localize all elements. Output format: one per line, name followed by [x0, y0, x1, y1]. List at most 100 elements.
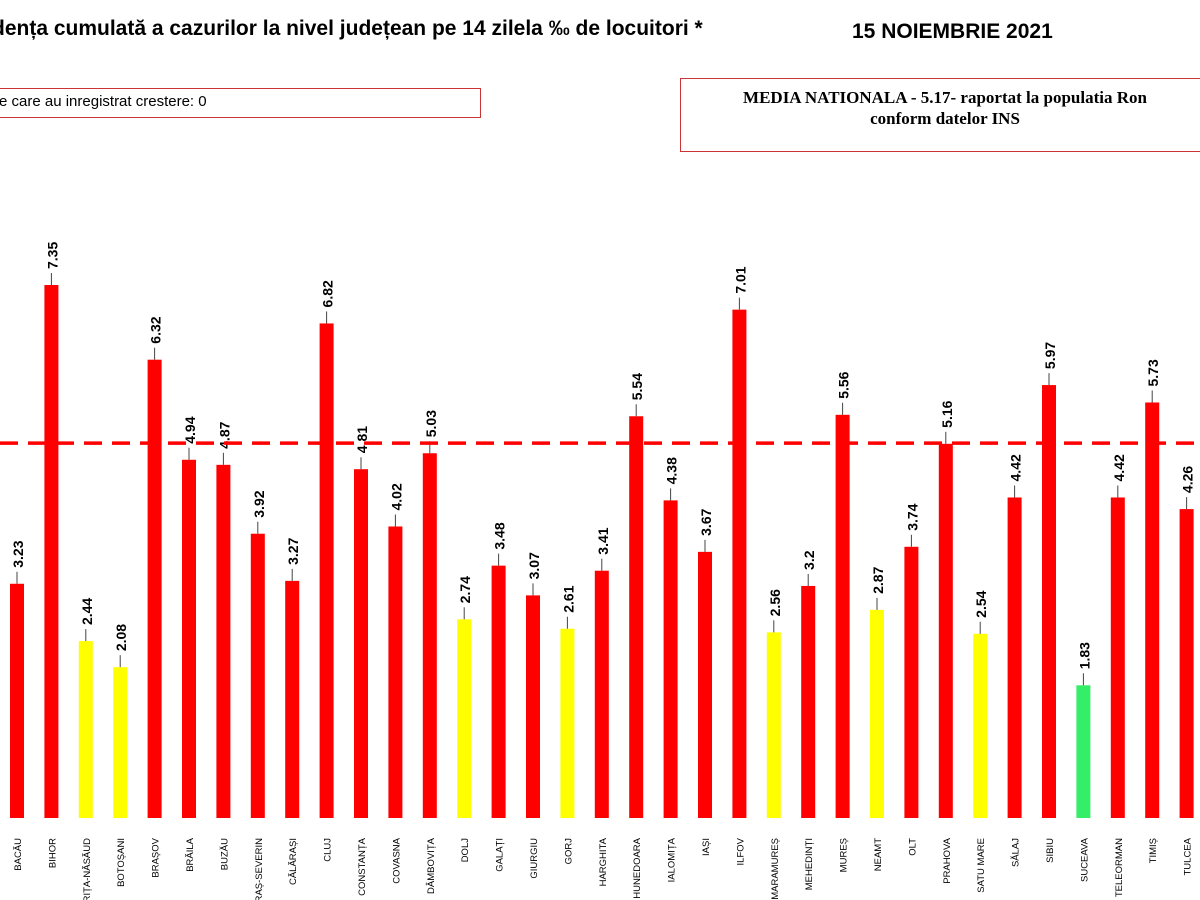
national-average-box: MEDIA NATIONALA - 5.17- raportat la popu…	[680, 78, 1200, 152]
bar	[938, 443, 953, 818]
value-label: 3.23	[10, 540, 26, 567]
bar	[44, 285, 59, 818]
bar	[1179, 509, 1194, 818]
category-label: GALAȚI	[495, 838, 506, 872]
bar	[319, 323, 334, 818]
value-label: 3.27	[285, 537, 301, 564]
bar	[10, 583, 24, 818]
bar	[182, 459, 196, 818]
value-label: 4.02	[388, 483, 404, 510]
value-label: 4.94	[182, 416, 198, 443]
value-label: 4.81	[354, 426, 370, 453]
value-label: 2.74	[457, 576, 473, 603]
bar	[1076, 685, 1091, 818]
category-label: CĂLĂRAȘI	[288, 838, 299, 885]
value-label: 3.41	[595, 527, 611, 554]
national-average-line2: conform datelor INS	[870, 109, 1020, 128]
value-label: 5.97	[1042, 342, 1058, 369]
value-label: 4.38	[664, 457, 680, 484]
value-label: 6.32	[148, 316, 164, 343]
category-label: CLUJ	[323, 838, 334, 862]
bar	[870, 609, 884, 818]
category-label: GIURGIU	[529, 838, 540, 879]
bar	[422, 453, 437, 818]
value-label: 4.42	[1008, 454, 1024, 481]
bar	[973, 633, 988, 818]
category-label: SUCEAVA	[1079, 837, 1090, 882]
bar	[1007, 497, 1022, 818]
category-label: NEAMT	[873, 838, 884, 871]
category-label: BOTOȘANI	[116, 838, 127, 887]
category-label: PRAHOVA	[942, 837, 953, 883]
bar	[216, 464, 231, 818]
bar	[594, 570, 609, 818]
category-label: CARAȘ-SEVERIN	[254, 838, 265, 900]
report-date: 15 NOIEMBRIE 2021	[852, 20, 1053, 43]
category-label: BISTRIȚA-NĂSĂUD	[82, 838, 93, 900]
bar	[388, 526, 403, 818]
value-label: 4.42	[1111, 454, 1127, 481]
category-label: MUREȘ	[839, 838, 850, 872]
bar	[457, 619, 472, 818]
category-label: OLT	[907, 838, 918, 856]
bar	[835, 414, 850, 818]
category-label: SIBIU	[1045, 838, 1056, 863]
bar	[698, 551, 712, 818]
category-label: ILFOV	[735, 837, 746, 865]
value-label: 3.07	[526, 552, 542, 579]
category-label: COVASNA	[391, 837, 402, 883]
value-label: 2.08	[113, 624, 129, 651]
value-label: 5.73	[1145, 359, 1161, 386]
category-label: BACĂU	[13, 838, 24, 871]
value-label: 3.2	[801, 550, 817, 570]
value-label: 5.56	[836, 371, 852, 398]
category-label: TELEORMAN	[1114, 838, 1125, 897]
bar	[147, 359, 162, 818]
category-label: IALOMIȚA	[667, 837, 678, 882]
bar	[1145, 402, 1160, 818]
category-label: MARAMUREȘ	[770, 838, 781, 900]
bar	[1042, 385, 1056, 818]
value-label: 6.82	[320, 280, 336, 307]
value-label: 5.03	[423, 410, 439, 437]
value-label: 3.67	[698, 508, 714, 535]
category-label: MEHEDINȚI	[804, 838, 815, 890]
bar	[250, 533, 265, 818]
value-label: 2.87	[870, 566, 886, 593]
value-label: 7.35	[44, 242, 60, 269]
category-label: CONSTANȚA	[357, 837, 368, 896]
category-label: GORJ	[563, 838, 574, 865]
value-label: 1.83	[1076, 642, 1092, 669]
category-label: HARGHITA	[598, 837, 609, 886]
value-label: 2.56	[767, 589, 783, 616]
bar	[78, 641, 93, 818]
bar	[663, 500, 678, 818]
bar	[354, 469, 368, 818]
category-label: BUZĂU	[219, 838, 230, 870]
bar	[113, 667, 128, 818]
chart-title: dența cumulată a cazurilor la nivel jude…	[0, 17, 703, 40]
national-average-line1: MEDIA NATIONALA - 5.17- raportat la popu…	[743, 88, 1147, 107]
bar	[629, 416, 644, 818]
category-label: TIMIȘ	[1148, 838, 1159, 863]
value-label: 3.92	[251, 490, 267, 517]
category-label: BRAȘOV	[151, 837, 162, 877]
bar	[801, 585, 816, 818]
value-label: 3.74	[904, 503, 920, 530]
bar	[526, 595, 540, 818]
value-label: 3.48	[492, 522, 508, 549]
category-label: TULCEA	[1183, 837, 1194, 875]
value-label: 5.54	[629, 373, 645, 400]
value-label: 2.54	[973, 590, 989, 617]
bar	[904, 546, 919, 818]
bar	[1110, 497, 1125, 818]
value-label: 2.61	[560, 585, 576, 612]
counties-increase-box: e care au inregistrat crestere: 0	[0, 88, 481, 118]
category-label: BIHOR	[47, 838, 58, 868]
bar	[491, 565, 506, 818]
category-label: DÂMBOVIȚA	[426, 837, 437, 894]
value-label: 5.16	[939, 400, 955, 427]
category-label: IAȘI	[701, 838, 712, 856]
category-label: HUNEDOARA	[632, 837, 643, 898]
